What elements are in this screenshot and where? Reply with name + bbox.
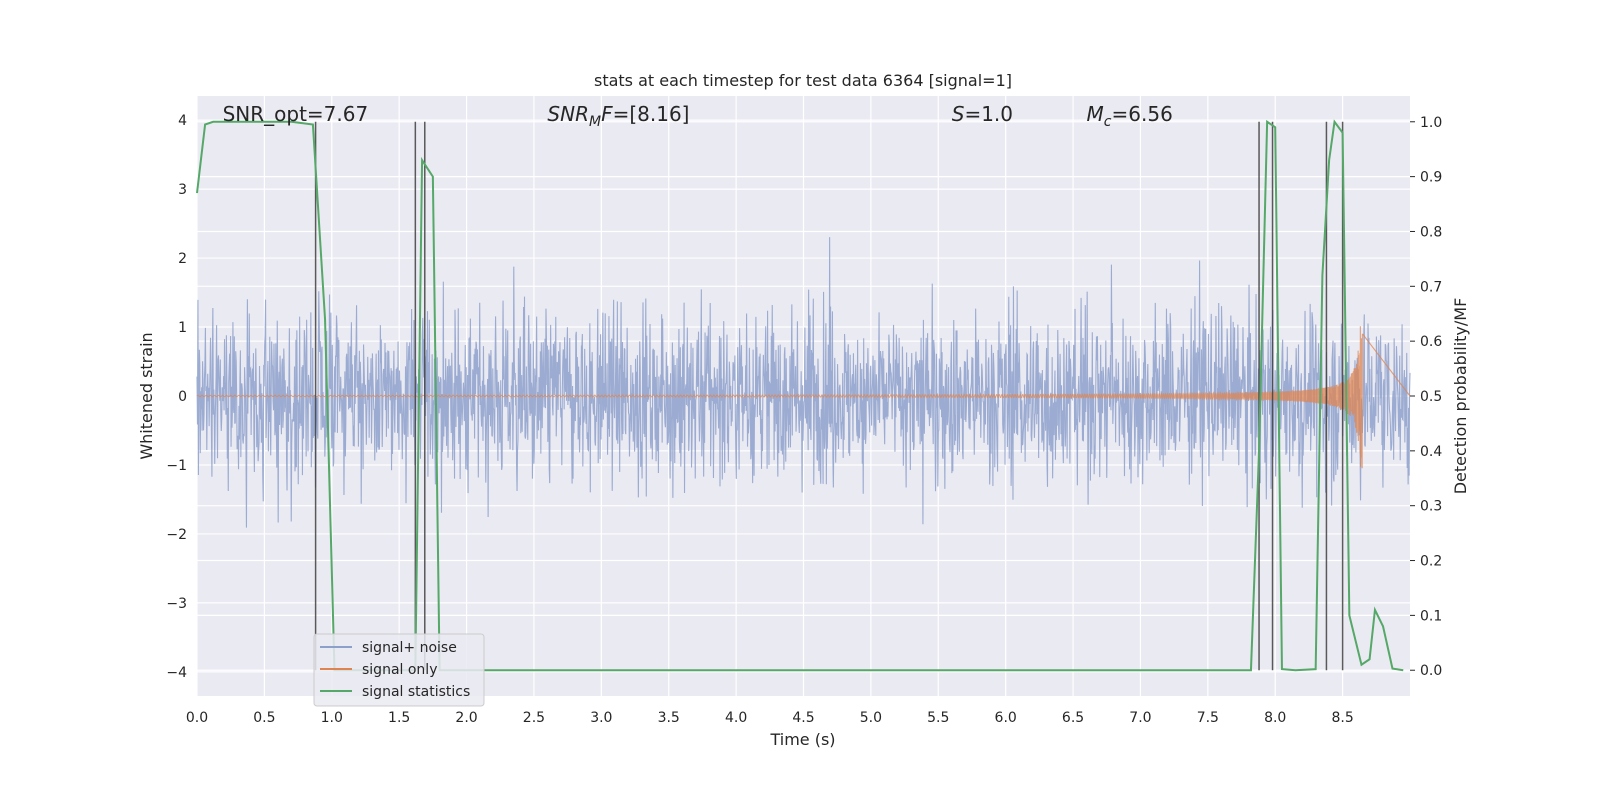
x-tick-label: 3.0: [590, 710, 612, 726]
y-tick-label: 0: [178, 389, 187, 405]
y2-tick-label: 0.4: [1420, 444, 1442, 460]
y2-tick-label: 0.2: [1420, 554, 1442, 570]
y-tick-label: 2: [178, 251, 187, 267]
x-tick-label: 2.0: [455, 710, 477, 726]
x-tick-label: 5.5: [927, 710, 949, 726]
series-signal-noise: [196, 237, 1411, 528]
x-tick-label: 7.0: [1129, 710, 1151, 726]
signal-noise-line: [196, 237, 1411, 528]
x-tick-label: 4.5: [792, 710, 814, 726]
y-tick-label: 3: [178, 182, 187, 198]
x-tick-label: 6.0: [995, 710, 1017, 726]
annotations: SNR_opt=7.67 SNRMF=[8.16] S=1.0 Mc=6.56: [223, 102, 1173, 130]
series-signal-statistics: [196, 119, 1404, 672]
legend-box: [313, 633, 485, 707]
x-tick-label: 3.5: [658, 710, 680, 726]
y-tick-label: 4: [178, 113, 187, 129]
y2-tick-label: 0.0: [1420, 663, 1442, 679]
x-tick-label: 6.5: [1062, 710, 1084, 726]
y-tick-label: −2: [166, 527, 187, 543]
x-tick-label: 4.0: [725, 710, 747, 726]
vertical-markers: [314, 121, 1344, 671]
annotation-mc-value: Mc=6.56: [1087, 102, 1173, 130]
x-tick-label: 1.5: [388, 710, 410, 726]
x-tick-label: 1.0: [321, 710, 343, 726]
legend-label-signal-statistics: signal statistics: [362, 684, 470, 700]
axis-ticks: 0.0 0.5 1.0 1.5 2.0 2.5 3.0 3.5 4.0 4.5 5.0 5.5 6.0 6…: [166, 113, 1442, 726]
y-axis-title: Whitened strain: [137, 332, 156, 459]
y-tick-label: 1: [178, 320, 187, 336]
y2-tick-label: 0.3: [1420, 499, 1442, 515]
y-tick-label: −3: [166, 596, 187, 612]
x-axis-title: Time (s): [769, 730, 835, 749]
plot-title: stats at each timestep for test data 636…: [594, 71, 1012, 90]
y2-axis-title: Detection probability/MF: [1451, 298, 1470, 495]
x-tick-label: 8.5: [1331, 710, 1353, 726]
x-tick-label: 7.5: [1197, 710, 1219, 726]
annotation-snr-mf: SNRMF=[8.16]: [547, 102, 689, 130]
y2-tick-label: 0.7: [1420, 279, 1442, 295]
annotation-snr-opt: SNR_opt=7.67: [223, 102, 369, 126]
y2-tick-label: 0.8: [1420, 224, 1442, 240]
y-tick-label: −1: [166, 458, 187, 474]
signal-statistics-line: [196, 119, 1404, 672]
annotation-s-value: S=1.0: [952, 102, 1013, 126]
legend-label-signal-only: signal only: [362, 662, 437, 678]
y-tick-label: −4: [166, 665, 187, 681]
x-tick-label: 5.0: [860, 710, 882, 726]
x-tick-label: 8.0: [1264, 710, 1286, 726]
y2-tick-label: 0.5: [1420, 389, 1442, 405]
series-signal-only: [196, 326, 1411, 469]
y2-tick-label: 0.9: [1420, 170, 1442, 186]
legend-label-signal-noise: signal+ noise: [362, 640, 457, 656]
y2-tick-label: 1.0: [1420, 115, 1442, 131]
y2-tick-label: 0.6: [1420, 334, 1442, 350]
x-tick-label: 0.0: [186, 710, 208, 726]
signal-only-line: [196, 326, 1411, 469]
legend: signal+ noise signal only signal statist…: [313, 633, 485, 707]
x-tick-label: 0.5: [253, 710, 275, 726]
y2-tick-label: 0.1: [1420, 608, 1442, 624]
x-tick-label: 2.5: [523, 710, 545, 726]
